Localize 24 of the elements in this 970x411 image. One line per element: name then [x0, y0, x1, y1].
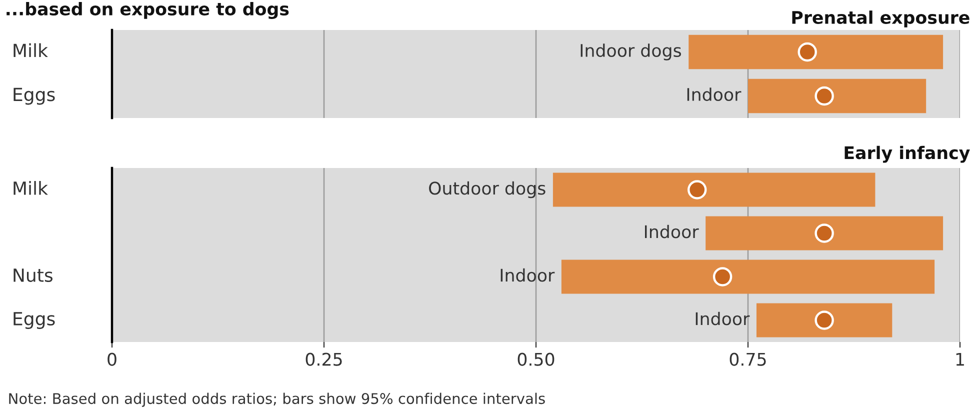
data-label: Outdoor dogs: [429, 181, 546, 198]
bar: [756, 303, 892, 338]
x-tick-label: 0: [108, 352, 116, 366]
data-label: Indoor: [644, 224, 699, 238]
bar: [561, 260, 935, 294]
x-tick-label: 0.25: [306, 352, 342, 366]
y-tick-label: Eggs: [14, 88, 55, 105]
x-tick-label: 0.50: [518, 352, 554, 366]
chart-subtitle: Prenatal exposure: [792, 10, 970, 28]
data-label: Indoor: [696, 312, 750, 326]
chart-title: ...based on exposure to dogs: [6, 2, 289, 19]
bar: [552, 172, 876, 207]
data-label: Indoor dogs: [580, 44, 682, 60]
data-label: Indoor: [687, 88, 742, 102]
data-label: Indoor: [500, 268, 555, 282]
y-tick-label: Milk: [14, 181, 48, 195]
bar: [706, 216, 944, 250]
x-tick-label: 0.75: [730, 352, 766, 366]
y-tick-label: Milk: [14, 43, 48, 57]
y-tick-label: Eggs: [14, 312, 55, 329]
y-tick-label: Nuts: [14, 268, 52, 282]
text: Note: Based on adjusted odds ratios; bars show 95% confidence intervals: [9, 392, 545, 407]
chart-subtitle: Early infancy: [844, 146, 970, 163]
x-tick-label: 1: [956, 352, 964, 366]
